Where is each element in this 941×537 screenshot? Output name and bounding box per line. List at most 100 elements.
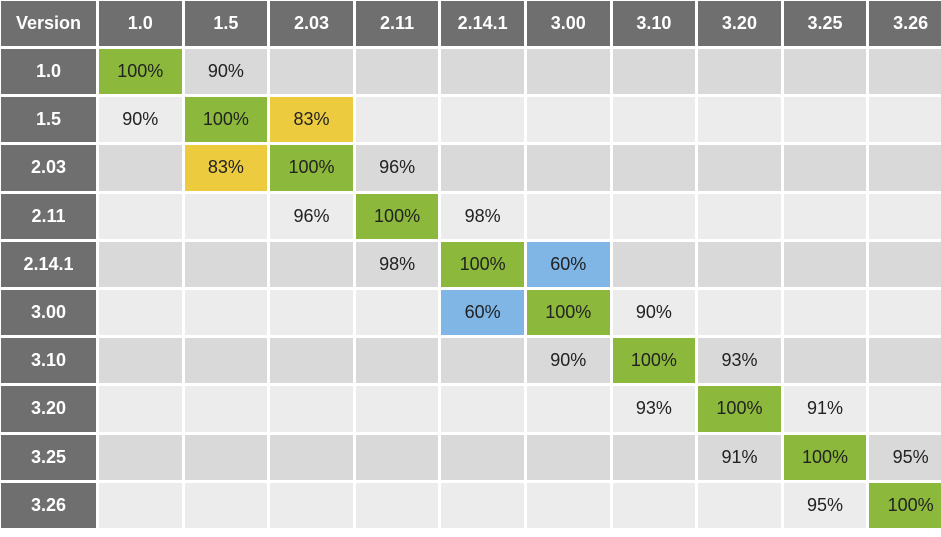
row-header: 1.5 [1, 97, 96, 143]
matrix-cell [869, 241, 941, 287]
matrix-cell [869, 145, 941, 191]
matrix-cell [698, 482, 781, 528]
column-header: 3.20 [698, 1, 781, 46]
matrix-cell [184, 338, 268, 384]
matrix-cell: 100% [869, 482, 941, 528]
matrix-cell [612, 241, 696, 287]
matrix-cell: 100% [184, 97, 268, 143]
matrix-cell [526, 434, 610, 480]
matrix-cell [355, 49, 439, 95]
matrix-cell [441, 386, 524, 432]
column-header: 3.26 [869, 1, 941, 46]
matrix-cell: 95% [783, 482, 867, 528]
matrix-cell [99, 145, 182, 191]
matrix-cell [355, 97, 439, 143]
matrix-cell: 96% [270, 193, 353, 239]
matrix-cell: 90% [184, 49, 268, 95]
matrix-cell [698, 289, 781, 336]
matrix-cell: 100% [526, 289, 610, 336]
matrix-cell [783, 145, 867, 191]
matrix-cell [526, 145, 610, 191]
matrix-cell [270, 338, 353, 384]
matrix-cell [441, 482, 524, 528]
matrix-cell: 98% [355, 241, 439, 287]
row-header: 1.0 [1, 49, 96, 95]
matrix-cell [355, 289, 439, 336]
column-header: 2.03 [270, 1, 353, 46]
matrix-cell [184, 482, 268, 528]
matrix-cell: 60% [526, 241, 610, 287]
matrix-cell [612, 49, 696, 95]
matrix-cell [355, 434, 439, 480]
matrix-cell [783, 338, 867, 384]
matrix-cell: 93% [612, 386, 696, 432]
matrix-cell [184, 193, 268, 239]
matrix-cell [612, 97, 696, 143]
matrix-cell [612, 193, 696, 239]
matrix-cell: 83% [270, 97, 353, 143]
matrix-cell: 95% [869, 434, 941, 480]
row-header: 2.11 [1, 193, 96, 239]
column-header: 3.10 [612, 1, 696, 46]
matrix-cell [270, 482, 353, 528]
matrix-cell [270, 289, 353, 336]
matrix-cell: 96% [355, 145, 439, 191]
matrix-cell [99, 289, 182, 336]
matrix-cell [698, 193, 781, 239]
matrix-cell [869, 386, 941, 432]
matrix-cell [612, 434, 696, 480]
matrix-cell [441, 49, 524, 95]
matrix-cell [270, 241, 353, 287]
matrix-cell [99, 434, 182, 480]
matrix-cell: 100% [783, 434, 867, 480]
matrix-cell [526, 193, 610, 239]
matrix-cell [355, 386, 439, 432]
matrix-cell: 83% [184, 145, 268, 191]
matrix-cell: 90% [99, 97, 182, 143]
row-header: 3.26 [1, 482, 96, 528]
matrix-cell [184, 241, 268, 287]
matrix-cell: 91% [783, 386, 867, 432]
matrix-cell [441, 338, 524, 384]
row-header: 2.03 [1, 145, 96, 191]
matrix-cell [526, 49, 610, 95]
row-header: 2.14.1 [1, 241, 96, 287]
matrix-cell: 91% [698, 434, 781, 480]
matrix-cell [869, 193, 941, 239]
corner-header: Version [1, 1, 96, 46]
matrix-cell [526, 386, 610, 432]
row-header: 3.25 [1, 434, 96, 480]
matrix-cell: 90% [612, 289, 696, 336]
matrix-cell [698, 49, 781, 95]
matrix-cell [612, 145, 696, 191]
matrix-cell [869, 49, 941, 95]
matrix-cell: 60% [441, 289, 524, 336]
matrix-cell [526, 482, 610, 528]
matrix-cell: 90% [526, 338, 610, 384]
matrix-cell: 100% [698, 386, 781, 432]
matrix-cell [783, 97, 867, 143]
matrix-cell: 100% [270, 145, 353, 191]
matrix-cell [441, 145, 524, 191]
matrix-cell [783, 289, 867, 336]
row-header: 3.20 [1, 386, 96, 432]
matrix-cell [355, 482, 439, 528]
matrix-cell: 100% [612, 338, 696, 384]
matrix-cell [99, 482, 182, 528]
column-header: 2.11 [355, 1, 439, 46]
matrix-cell [99, 193, 182, 239]
column-header: 3.25 [783, 1, 867, 46]
matrix-cell: 100% [99, 49, 182, 95]
matrix-cell [99, 386, 182, 432]
matrix-cell: 100% [355, 193, 439, 239]
matrix-cell [441, 97, 524, 143]
column-header: 1.5 [184, 1, 268, 46]
matrix-cell [184, 386, 268, 432]
matrix-cell [355, 338, 439, 384]
matrix-cell [99, 338, 182, 384]
matrix-cell [783, 241, 867, 287]
column-header: 1.0 [99, 1, 182, 46]
matrix-cell [698, 241, 781, 287]
row-header: 3.10 [1, 338, 96, 384]
matrix-cell [184, 289, 268, 336]
